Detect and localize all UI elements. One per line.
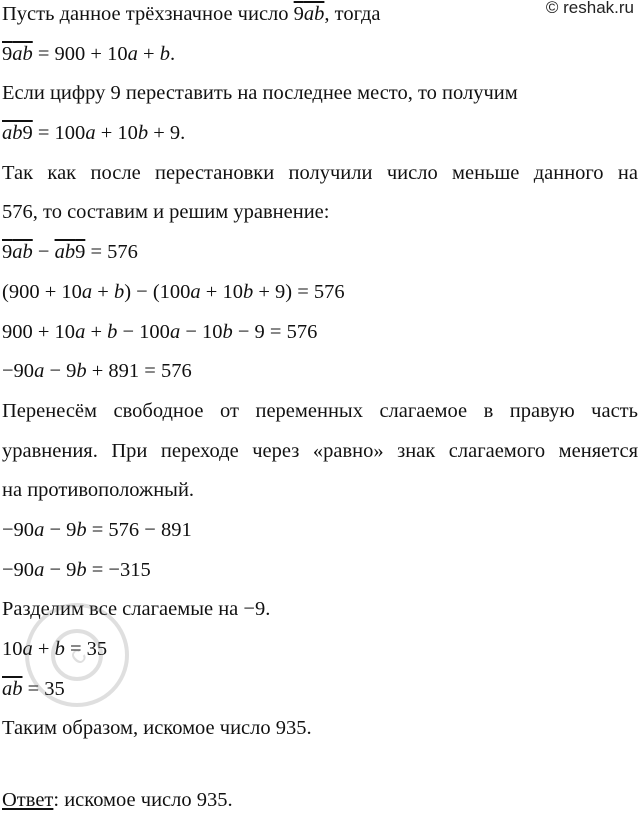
overlined-number: 9 — [75, 241, 86, 264]
text-segment: −90 — [2, 558, 35, 581]
text-segment: b — [242, 280, 254, 303]
text-segment: a — [34, 360, 45, 383]
text-line: Разделим все слагаемые на −9. — [2, 590, 638, 630]
overlined-number: ab — [12, 241, 33, 264]
text-segment: a — [169, 320, 181, 343]
text-segment: a — [34, 558, 45, 581]
text-line: Если цифру 9 переставить на последнее ме… — [2, 74, 638, 114]
text-segment: = 35 — [64, 638, 108, 660]
text-segment: = 900 + 10 — [32, 42, 128, 65]
text-segment: − 9 — [44, 360, 77, 383]
text-line: 9ab = 900 + 10a + b. — [2, 35, 638, 75]
text-line: −90a − 9b = −315 — [2, 551, 638, 591]
text-segment: уравнения. При переходе через «равно» зн… — [2, 439, 638, 462]
text-segment: = 576 − 891 — [86, 518, 192, 541]
watermark-reshak: © reshak.ru — [545, 0, 634, 17]
text-segment: b — [222, 320, 233, 343]
text-line: уравнения. При переходе через «равно» зн… — [2, 432, 638, 472]
overlined-number: 9 — [22, 122, 33, 145]
text-segment: a — [81, 280, 93, 303]
overlined-number: 9 — [2, 241, 13, 264]
text-segment: a — [22, 638, 33, 660]
text-segment: Таким образом, искомое число 935. — [2, 717, 312, 740]
text-segment: − 9 — [44, 558, 77, 581]
text-segment: = −315 — [86, 558, 151, 581]
text-line: Пусть данное трёхзначное число 9ab, тогд… — [2, 0, 638, 35]
text-line: ab = 35 — [2, 670, 638, 710]
text-segment: b — [54, 638, 65, 660]
text-segment: ) − (100 — [124, 280, 191, 303]
text-segment: − 100 — [117, 320, 170, 343]
text-segment: + — [85, 320, 108, 343]
overlined-number: ab — [2, 677, 23, 700]
text-line: 576, то составим и решим уравнение: — [2, 193, 638, 233]
text-segment: + 10 — [200, 280, 243, 303]
text-line: Перенесём свободное от переменных слагае… — [2, 392, 638, 432]
text-segment: + — [92, 280, 114, 303]
text-segment: a — [190, 280, 201, 303]
text-segment: 10 — [2, 638, 23, 660]
text-segment: b — [76, 558, 87, 581]
text-segment: + 9) = 576 — [253, 280, 345, 303]
text-line: на противоположный. — [2, 471, 638, 511]
text-segment: b — [107, 320, 118, 343]
overlined-number: ab — [303, 3, 325, 25]
answer-line: Ответ: искомое число 935. — [2, 781, 638, 821]
text-segment: a — [34, 518, 45, 541]
overlined-number: 9 — [293, 3, 304, 25]
text-line: ab9 = 100a + 10b + 9. — [2, 114, 638, 154]
overlined-number: ab — [12, 42, 33, 65]
text-segment: − 10 — [180, 320, 223, 343]
text-segment: − — [32, 241, 55, 264]
text-segment: 900 + 10 — [2, 320, 76, 343]
text-segment: b — [137, 122, 149, 145]
text-line: 900 + 10a + b − 100a − 10b − 9 = 576 — [2, 313, 638, 353]
overlined-number: ab — [2, 122, 23, 145]
text-segment: = 576 — [85, 241, 138, 264]
text-segment: Пусть данное трёхзначное число — [2, 3, 294, 25]
text-segment: + 10 — [95, 122, 138, 145]
text-segment: = 35 — [22, 677, 65, 700]
answer-label: Ответ — [2, 789, 54, 812]
text-segment: 576, то составим и решим уравнение: — [2, 201, 330, 224]
text-segment: b — [76, 518, 87, 541]
text-segment: Так как после перестановки получили числ… — [2, 161, 638, 184]
svg-text:c: c — [62, 640, 92, 670]
text-segment: a — [75, 320, 86, 343]
text-segment: a — [127, 42, 138, 65]
text-line: (900 + 10a + b) − (100a + 10b + 9) = 576 — [2, 273, 638, 313]
text-segment: + — [32, 638, 55, 660]
text-segment: Если цифру 9 переставить на последнее ме… — [2, 82, 518, 105]
text-segment: −90 — [2, 518, 35, 541]
reshak-circle-watermark-icon: c — [24, 603, 129, 707]
text-segment: b — [159, 42, 170, 65]
text-segment: a — [85, 122, 96, 145]
text-line: Так как после перестановки получили числ… — [2, 154, 638, 194]
text-segment: + — [137, 42, 160, 65]
text-segment: + 9. — [148, 122, 186, 145]
answer-text: : искомое число 935. — [53, 789, 233, 812]
text-segment: (900 + 10 — [2, 280, 82, 303]
text-line: −90a − 9b + 891 = 576 — [2, 352, 638, 392]
text-segment: − 9 = 576 — [232, 320, 318, 343]
text-segment: −90 — [2, 360, 35, 383]
text-segment: на противоположный. — [2, 479, 195, 502]
text-segment: + 891 = 576 — [86, 360, 192, 383]
text-line: 10a + b = 35 — [2, 630, 638, 670]
text-line: Таким образом, искомое число 935. — [2, 709, 638, 749]
text-segment: − 9 — [44, 518, 77, 541]
text-segment: . — [169, 42, 176, 65]
text-segment: = 100 — [32, 122, 86, 145]
text-segment: b — [113, 280, 125, 303]
text-segment: Перенесём свободное от переменных слагае… — [2, 399, 638, 422]
overlined-number: ab — [54, 241, 76, 264]
text-line: 9ab − ab9 = 576 — [2, 233, 638, 273]
text-line: −90a − 9b = 576 − 891 — [2, 511, 638, 551]
text-segment: , тогда — [324, 3, 381, 25]
text-segment: b — [76, 360, 87, 383]
text-segment: Разделим все слагаемые на −9. — [2, 598, 271, 621]
overlined-number: 9 — [2, 42, 13, 65]
